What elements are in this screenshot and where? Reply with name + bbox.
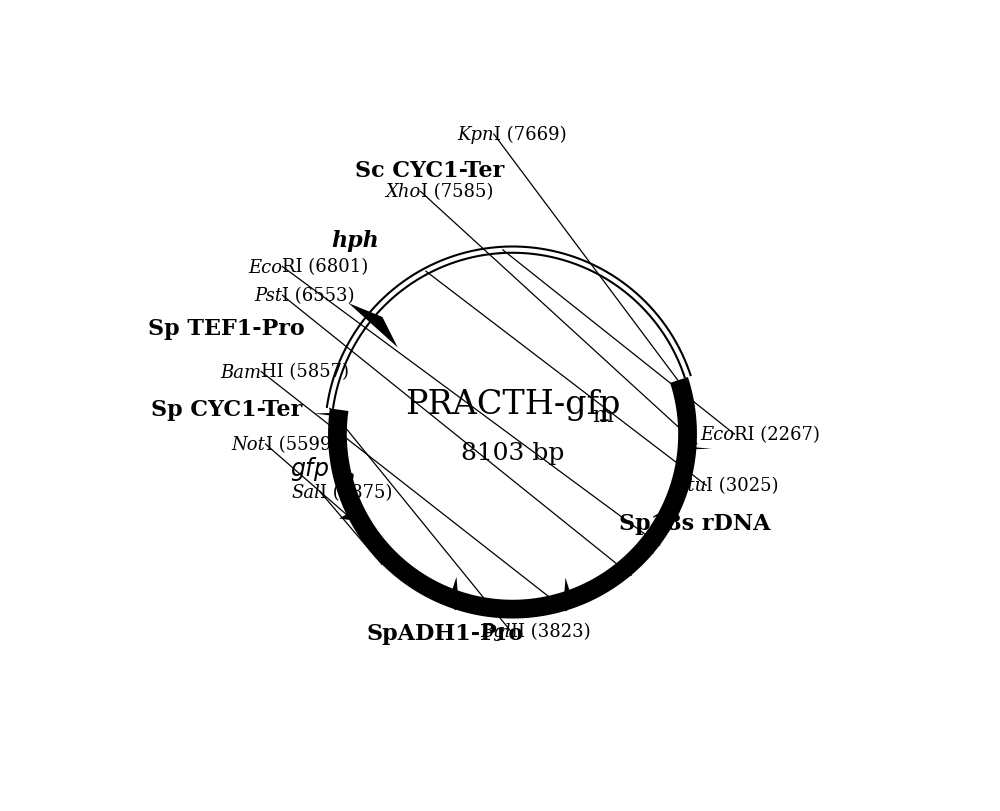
- Polygon shape: [328, 378, 697, 619]
- Text: 8103 bp: 8103 bp: [461, 442, 564, 465]
- Text: Sal: Sal: [291, 483, 320, 501]
- Text: Bgl: Bgl: [480, 622, 511, 640]
- Polygon shape: [636, 540, 654, 558]
- Text: SpADH1-Pro: SpADH1-Pro: [366, 622, 524, 644]
- Text: I (7669): I (7669): [494, 126, 566, 144]
- Text: Pst: Pst: [254, 287, 282, 305]
- Polygon shape: [314, 414, 339, 416]
- Text: I (5599): I (5599): [266, 436, 338, 453]
- Text: Sc CYC1-Ter: Sc CYC1-Ter: [355, 160, 505, 182]
- Text: Sp18s rDNA: Sp18s rDNA: [619, 513, 771, 534]
- Text: Eco: Eco: [700, 426, 734, 444]
- Text: I (7585): I (7585): [421, 183, 493, 201]
- Polygon shape: [339, 509, 361, 522]
- Text: Kpn: Kpn: [457, 126, 494, 144]
- Polygon shape: [348, 304, 398, 348]
- Text: II (3823): II (3823): [511, 622, 590, 640]
- Text: Stu: Stu: [675, 477, 706, 495]
- Text: m: m: [593, 405, 614, 427]
- Polygon shape: [451, 577, 458, 601]
- Text: hph: hph: [331, 230, 379, 252]
- Text: RI (6801): RI (6801): [282, 258, 369, 277]
- Text: PRACTH-gfp: PRACTH-gfp: [405, 388, 620, 421]
- Text: Eco: Eco: [248, 258, 282, 277]
- Polygon shape: [687, 448, 712, 450]
- Text: HI (5857): HI (5857): [261, 363, 349, 381]
- Text: RI (2267): RI (2267): [734, 426, 820, 444]
- Text: m: m: [336, 469, 355, 487]
- Text: Not: Not: [232, 436, 266, 453]
- Polygon shape: [564, 578, 571, 602]
- Text: $\mathit{gfp}$: $\mathit{gfp}$: [290, 455, 329, 483]
- Text: Sp CYC1-Ter: Sp CYC1-Ter: [151, 398, 302, 421]
- Text: I (3025): I (3025): [706, 477, 779, 495]
- Text: Bam: Bam: [220, 363, 261, 381]
- Text: I (4875): I (4875): [320, 483, 392, 501]
- Text: Xho: Xho: [385, 183, 421, 201]
- Text: I (6553): I (6553): [282, 287, 355, 305]
- Text: Sp TEF1-Pro: Sp TEF1-Pro: [148, 317, 305, 339]
